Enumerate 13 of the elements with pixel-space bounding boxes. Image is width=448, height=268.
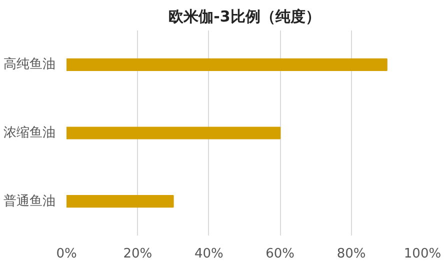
x-tick-label: 40% bbox=[194, 246, 224, 262]
x-tick-label: 0% bbox=[56, 246, 77, 262]
y-tick-label: 普通鱼油 bbox=[4, 192, 56, 209]
x-tick-label: 20% bbox=[123, 246, 152, 262]
bar bbox=[66, 126, 281, 140]
chart-title: 欧米伽-3比例（纯度） bbox=[168, 8, 320, 26]
x-tick-label: 100% bbox=[404, 246, 442, 262]
y-tick-label: 浓缩鱼油 bbox=[4, 126, 56, 140]
bar bbox=[66, 195, 174, 208]
y-tick-label: 高纯鱼油 bbox=[4, 56, 56, 72]
x-tick-label: 60% bbox=[266, 246, 295, 262]
bar bbox=[66, 58, 388, 71]
x-tick-label: 80% bbox=[336, 246, 366, 262]
